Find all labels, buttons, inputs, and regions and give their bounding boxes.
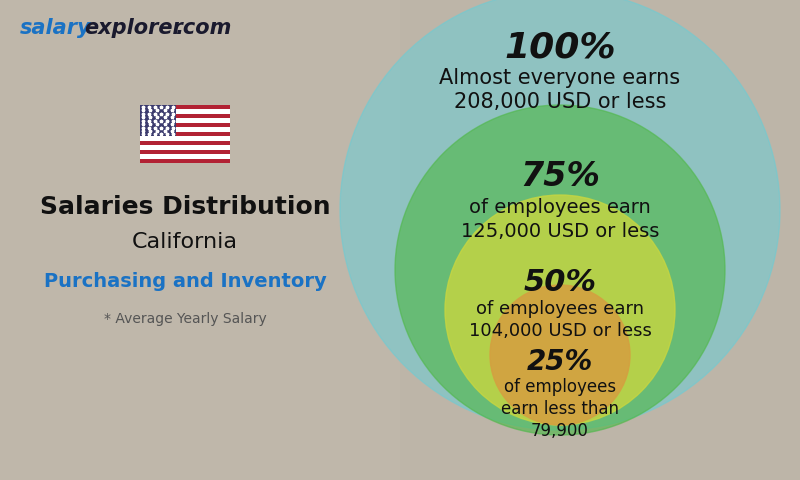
Text: salary: salary [20,18,92,38]
Text: 104,000 USD or less: 104,000 USD or less [469,322,651,340]
Text: California: California [132,232,238,252]
Text: 208,000 USD or less: 208,000 USD or less [454,92,666,112]
Text: 79,900: 79,900 [531,422,589,440]
Circle shape [395,105,725,435]
Text: 100%: 100% [504,30,616,64]
Bar [140,105,230,109]
Text: of employees earn: of employees earn [469,198,651,217]
Text: of employees: of employees [504,378,616,396]
Text: 75%: 75% [520,160,600,193]
Circle shape [340,0,780,430]
Text: 125,000 USD or less: 125,000 USD or less [461,222,659,241]
Text: .com: .com [175,18,231,38]
Text: Almost everyone earns: Almost everyone earns [439,68,681,88]
Text: Purchasing and Inventory: Purchasing and Inventory [44,272,326,291]
Bar [140,132,230,136]
Bar [140,123,230,127]
Text: Salaries Distribution: Salaries Distribution [40,195,330,219]
Text: of employees earn: of employees earn [476,300,644,318]
Text: earn less than: earn less than [501,400,619,418]
Circle shape [490,285,630,425]
Bar [140,105,176,136]
Bar [140,150,230,154]
Bar [140,105,230,163]
Bar [140,158,230,163]
Circle shape [445,195,675,425]
Text: * Average Yearly Salary: * Average Yearly Salary [104,312,266,326]
Bar [140,141,230,145]
Text: explorer: explorer [84,18,182,38]
Text: 25%: 25% [527,348,593,376]
Text: 50%: 50% [523,268,597,297]
Bar [0,0,400,480]
Bar [140,114,230,119]
